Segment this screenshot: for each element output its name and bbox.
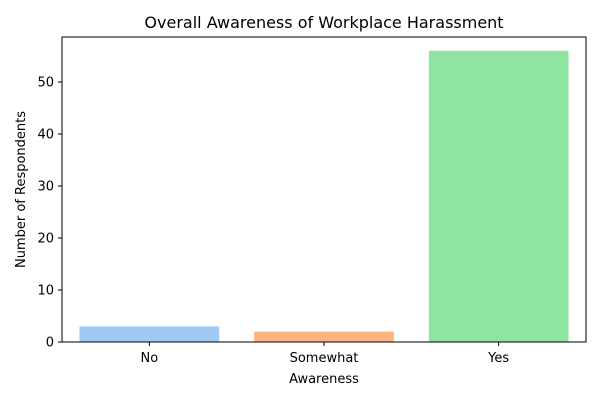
- y-tick-label: 50: [37, 75, 54, 90]
- y-axis-ticks: 0 10 20 30 40 50: [37, 75, 62, 351]
- bar-no: [79, 326, 220, 342]
- y-tick-label: 10: [37, 283, 54, 298]
- y-tick-label: 40: [37, 127, 54, 142]
- x-tick-label: Somewhat: [290, 351, 359, 366]
- y-tick-label: 30: [37, 179, 54, 194]
- y-axis-label: Number of Respondents: [14, 111, 29, 268]
- bars-group: [79, 50, 569, 342]
- chart-title: Overall Awareness of Workplace Harassmen…: [144, 13, 503, 32]
- bar-yes: [428, 50, 569, 342]
- plot-frame: [61, 36, 587, 343]
- x-tick-label: No: [140, 351, 158, 366]
- bar-somewhat: [254, 331, 394, 342]
- y-tick-label: 0: [46, 336, 54, 351]
- x-axis-label: Awareness: [289, 372, 359, 387]
- y-tick-label: 20: [37, 231, 54, 246]
- x-axis-ticks: No Somewhat Yes: [140, 342, 509, 366]
- x-tick-label: Yes: [487, 351, 509, 366]
